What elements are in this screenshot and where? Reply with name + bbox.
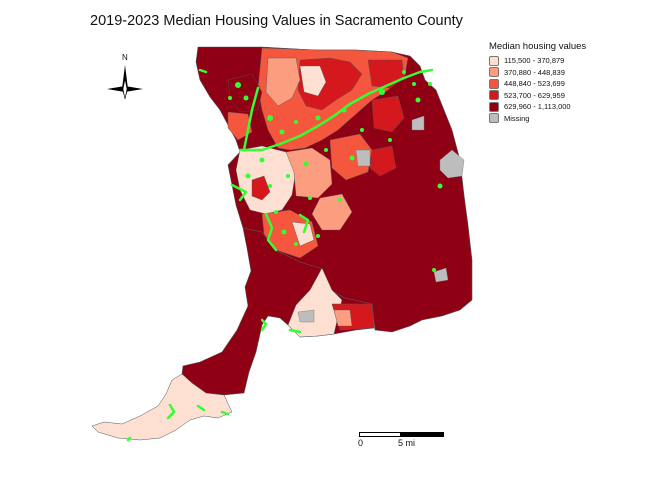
- legend-label: 523,700 - 629,959: [504, 90, 565, 100]
- legend-items: 115,500 - 370,879 370,880 - 448,839 448,84…: [489, 55, 586, 124]
- map-title: 2019-2023 Median Housing Values in Sacra…: [90, 13, 463, 29]
- legend-item: 448,840 - 523,699: [489, 78, 586, 89]
- scale-bar-segment-black: [401, 432, 444, 437]
- legend-item: 370,880 - 448,839: [489, 67, 586, 78]
- scale-end-label: 5 mi: [398, 438, 416, 448]
- region-city-mid-c: [311, 193, 353, 231]
- region-east-red-b: [369, 145, 397, 177]
- legend-item: 523,700 - 629,959: [489, 90, 586, 101]
- legend-title: Median housing values: [489, 41, 587, 52]
- scale-bar-segment-white: [359, 432, 401, 437]
- legend: Median housing values 115,500 - 370,879 3…: [489, 41, 586, 124]
- region-galt-mid: [333, 309, 353, 327]
- region-city-mid-a: [285, 147, 333, 199]
- legend-swatch: [489, 78, 499, 89]
- legend-label: 115,500 - 370,879: [504, 56, 565, 65]
- legend-item: Missing: [489, 113, 586, 124]
- region-city-core: [235, 145, 297, 215]
- legend-item: 629,960 - 1,113,000: [489, 101, 586, 112]
- region-city-red: [251, 175, 271, 201]
- legend-swatch: [489, 101, 499, 112]
- region-missing-c: [433, 267, 449, 283]
- region-city-south-b: [291, 221, 315, 247]
- region-city-south: [261, 209, 319, 259]
- legend-label: Missing: [504, 113, 530, 123]
- scale-start-label: 0: [358, 438, 364, 448]
- legend-item: 115,500 - 370,879: [489, 55, 586, 66]
- region-cluster-b: [265, 57, 301, 107]
- legend-swatch: [489, 113, 499, 123]
- region-missing-d: [355, 149, 371, 167]
- compass-rose-icon: [107, 65, 143, 100]
- park-spots: [228, 70, 443, 272]
- legend-label: 448,840 - 523,699: [504, 79, 565, 88]
- region-missing-e: [297, 309, 315, 323]
- north-label: N: [122, 53, 128, 62]
- region-missing-b: [411, 115, 425, 131]
- legend-label: 370,880 - 448,839: [504, 67, 565, 77]
- legend-swatch: [489, 90, 499, 100]
- scale-bar: 0 5 mi: [358, 432, 445, 448]
- north-arrow: N: [105, 53, 145, 105]
- legend-label: 629,960 - 1,113,000: [504, 102, 571, 111]
- region-delta: [91, 373, 233, 441]
- legend-swatch: [489, 67, 499, 77]
- region-cluster-c: [299, 65, 327, 97]
- region-missing-a: [439, 149, 465, 179]
- region-east-red: [371, 95, 405, 133]
- region-cluster-f: [227, 111, 253, 141]
- legend-swatch: [489, 55, 499, 66]
